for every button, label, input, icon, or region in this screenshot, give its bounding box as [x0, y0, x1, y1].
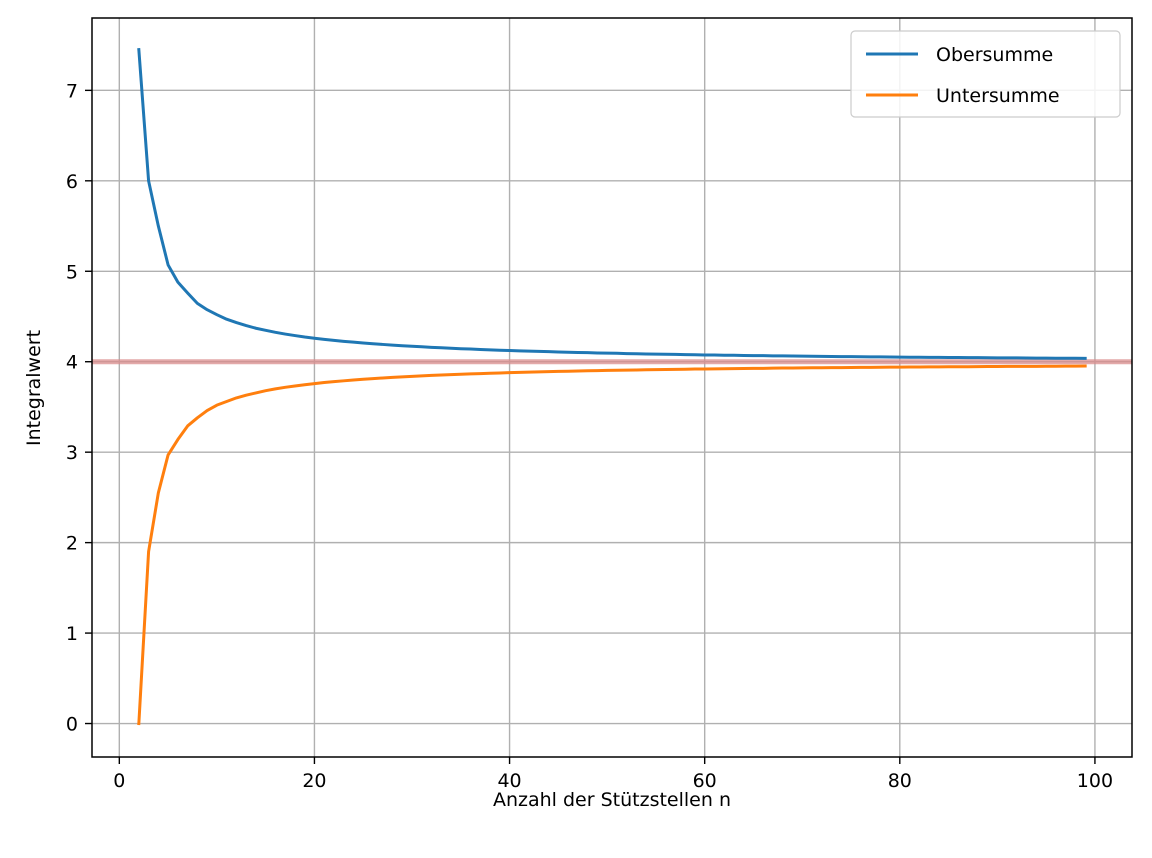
legend-box: [850, 30, 1121, 118]
x-tick-label: 60: [693, 770, 717, 792]
x-tick-label: 40: [497, 770, 521, 792]
legend: Obersumme Untersumme: [850, 30, 1121, 118]
y-tick-label: 5: [66, 261, 78, 283]
series-line-obersumme: [137, 48, 1087, 360]
y-tick-label: 7: [66, 80, 78, 102]
y-tick-label: 6: [66, 171, 78, 193]
y-axis-label: Integralwert: [23, 330, 45, 446]
series-line-untersumme: [137, 364, 1087, 726]
series-layer: [137, 48, 1087, 726]
y-tick-label: 1: [66, 623, 78, 645]
x-tick-label: 0: [113, 770, 125, 792]
y-tick-label: 2: [66, 533, 78, 555]
y-tick-label: 3: [66, 442, 78, 464]
x-tick-label: 100: [1077, 770, 1113, 792]
ticks: 0 20 40 60 80 100 0 1 2 3 4 5 6 7: [66, 80, 1113, 792]
y-tick-label: 0: [66, 714, 78, 736]
plot-frame: [91, 17, 1133, 758]
x-tick-label: 80: [888, 770, 912, 792]
legend-label-obersumme: Obersumme: [936, 44, 1053, 66]
x-axis-label: Anzahl der Stützstellen n: [493, 789, 731, 811]
x-tick-label: 20: [302, 770, 326, 792]
y-tick-label: 4: [66, 352, 78, 374]
legend-label-untersumme: Untersumme: [936, 85, 1060, 107]
